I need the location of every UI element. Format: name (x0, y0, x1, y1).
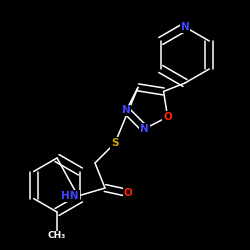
Text: CH₃: CH₃ (48, 232, 66, 240)
Text: HN: HN (62, 191, 79, 201)
Text: N: N (180, 22, 190, 32)
Text: N: N (122, 106, 131, 116)
Text: O: O (163, 112, 172, 122)
Text: N: N (140, 124, 149, 134)
Text: O: O (124, 188, 132, 198)
Text: S: S (111, 138, 119, 148)
